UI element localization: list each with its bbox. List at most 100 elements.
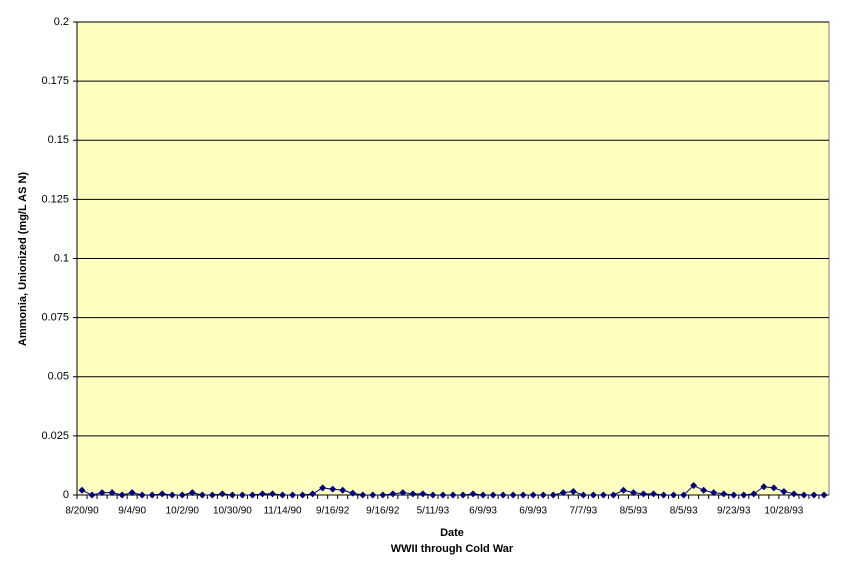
data-point (489, 491, 497, 499)
data-point (248, 491, 256, 499)
data-point (519, 491, 527, 499)
data-point (319, 484, 327, 492)
data-point (720, 490, 728, 498)
data-point (609, 491, 617, 499)
data-point (419, 490, 427, 498)
data-point (599, 491, 607, 499)
data-point (730, 491, 738, 499)
data-point (629, 489, 637, 497)
x-tick-label: 9/23/93 (717, 506, 751, 517)
data-point (379, 491, 387, 499)
y-tick-label: 0.075 (41, 312, 69, 324)
data-point (539, 491, 547, 499)
data-point (299, 491, 307, 499)
x-tick-label: 5/11/93 (417, 506, 450, 517)
data-point (549, 491, 557, 499)
x-tick-label: 9/16/92 (316, 506, 350, 517)
data-point (810, 491, 818, 499)
data-point (660, 491, 668, 499)
x-tick-label: 6/9/93 (469, 506, 497, 517)
data-point (399, 489, 407, 497)
data-point (469, 490, 477, 498)
y-tick-label: 0.125 (41, 193, 69, 205)
data-point (178, 491, 186, 499)
data-point (559, 489, 567, 497)
data-point (760, 483, 768, 491)
data-point (579, 491, 587, 499)
y-tick-label: 0.175 (41, 75, 69, 87)
data-point (619, 486, 627, 494)
subtitle: WWII through Cold War (391, 543, 514, 555)
x-tick-label: 10/30/90 (213, 506, 252, 517)
data-point (459, 491, 467, 499)
data-point (88, 491, 96, 499)
data-point (449, 491, 457, 499)
x-tick-label: 9/16/92 (366, 506, 400, 517)
data-point (148, 491, 156, 499)
data-point (108, 489, 116, 497)
x-tick-label: 11/14/90 (263, 506, 302, 517)
x-tick-label: 8/5/93 (670, 506, 698, 517)
data-point (680, 491, 688, 499)
data-point (389, 490, 397, 498)
data-point (820, 491, 828, 499)
data-point (640, 490, 648, 498)
data-point (168, 491, 176, 499)
x-tick-label: 9/4/90 (118, 506, 146, 517)
data-point (118, 491, 126, 499)
data-point (369, 491, 377, 499)
data-point (569, 487, 577, 495)
data-point (279, 491, 287, 499)
data-point (409, 490, 417, 498)
x-tick-label: 10/2/90 (166, 506, 200, 517)
y-tick-label: 0.1 (54, 252, 69, 264)
data-point (740, 491, 748, 499)
data-point (238, 491, 246, 499)
y-axis-label: Ammonia, Unionized (mg/L AS N) (17, 172, 29, 347)
x-tick-label: 6/9/93 (519, 506, 547, 517)
y-tick-label: 0.025 (41, 430, 69, 442)
data-point (359, 491, 367, 499)
data-point (289, 491, 297, 499)
data-point (770, 484, 778, 492)
data-point (309, 490, 317, 498)
data-point (479, 491, 487, 499)
x-tick-label: 8/5/93 (620, 506, 648, 517)
data-point (218, 490, 226, 498)
y-tick-label: 0.2 (54, 16, 69, 28)
y-tick-label: 0.05 (48, 371, 69, 383)
y-tick-label: 0.15 (48, 134, 69, 146)
data-point (158, 490, 166, 498)
data-point (269, 490, 277, 498)
data-point (128, 489, 136, 497)
x-tick-label: 8/20/90 (65, 506, 99, 517)
x-tick-label: 10/28/93 (764, 506, 803, 517)
data-point (690, 482, 698, 490)
data-point (800, 491, 808, 499)
data-point (98, 489, 106, 497)
data-point (750, 490, 758, 498)
data-point (509, 491, 517, 499)
data-point (138, 491, 146, 499)
data-point (78, 486, 86, 494)
data-point (228, 491, 236, 499)
x-axis-label: Date (440, 527, 464, 539)
data-point (349, 489, 357, 497)
data-point (650, 490, 658, 498)
data-point (670, 491, 678, 499)
data-point (790, 490, 798, 498)
data-point (188, 489, 196, 497)
data-point (198, 491, 206, 499)
data-point (499, 491, 507, 499)
y-tick-label: 0 (63, 489, 69, 501)
data-point (589, 491, 597, 499)
data-point (439, 491, 447, 499)
data-point (780, 487, 788, 495)
data-point (258, 490, 266, 498)
data-point (429, 491, 437, 499)
data-point (710, 489, 718, 497)
data-point (339, 486, 347, 494)
x-tick-label: 7/7/93 (569, 506, 597, 517)
data-point (208, 491, 216, 499)
